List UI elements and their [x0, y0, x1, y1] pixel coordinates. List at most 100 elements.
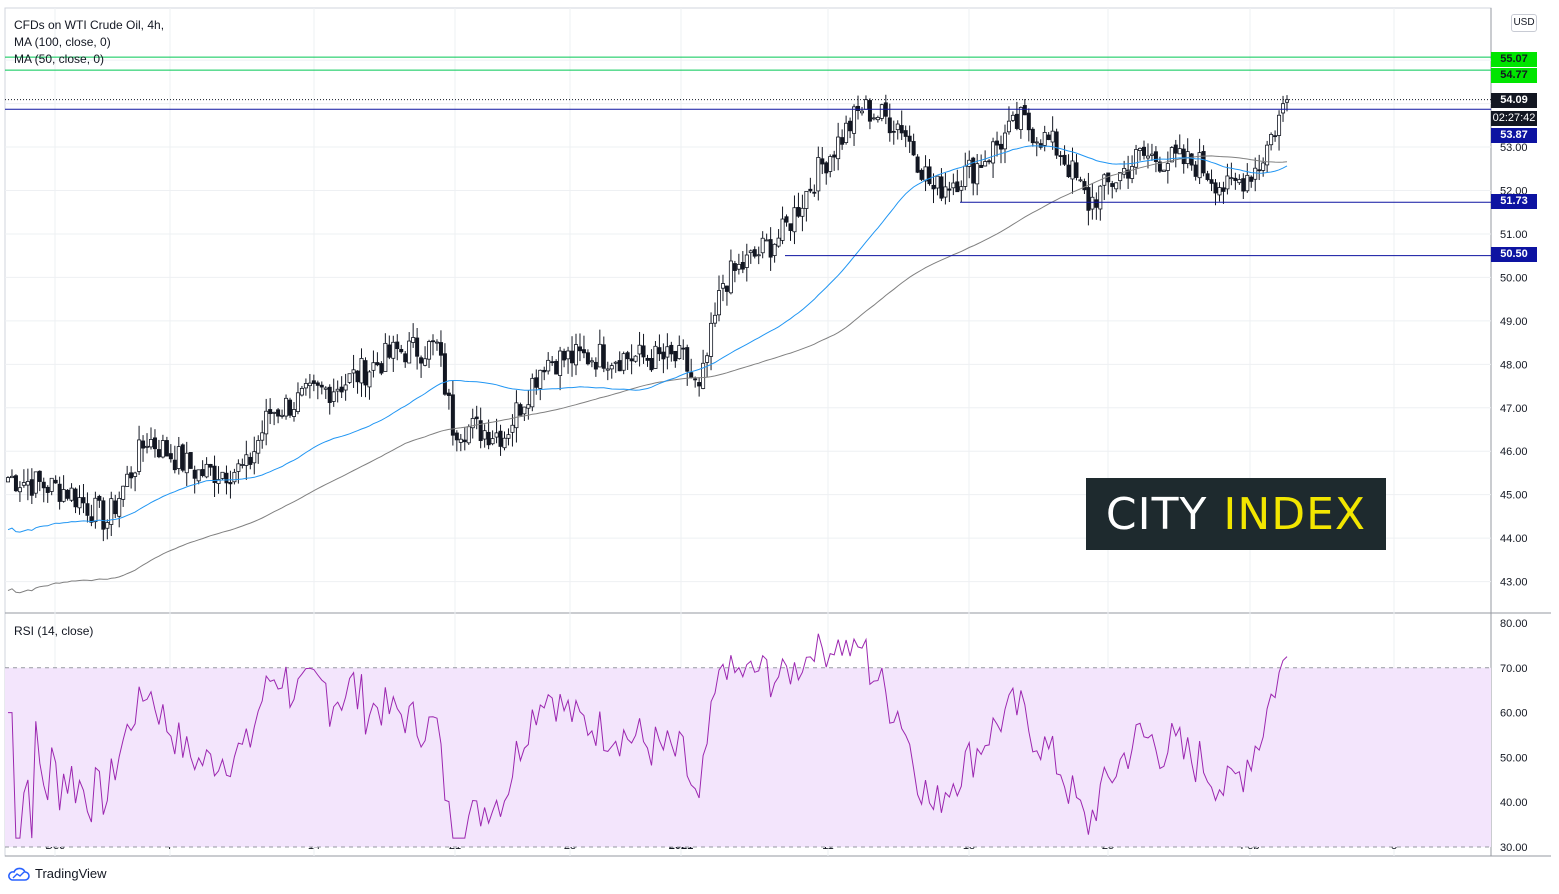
candle-body [752, 249, 757, 257]
candle-body [538, 369, 543, 389]
candle-body [871, 117, 876, 120]
candle-body [1189, 153, 1194, 166]
candle-body [391, 341, 396, 359]
candle-body [693, 378, 698, 381]
tradingview-watermark[interactable]: TradingView [8, 866, 107, 881]
candle-body [311, 380, 316, 384]
candle-body [514, 402, 519, 429]
candle-body [863, 99, 868, 110]
candle-body [25, 481, 30, 486]
candle-body [1118, 172, 1123, 182]
candle-body [1114, 182, 1119, 190]
candle-body [137, 439, 142, 472]
candle-body [1138, 147, 1143, 151]
candle-body [601, 344, 606, 369]
candle-body [315, 382, 320, 386]
candle-body [581, 349, 586, 354]
candle-body [121, 485, 126, 500]
price-tag-54-77: 54.77 [1491, 68, 1537, 83]
currency-button[interactable]: USD [1511, 14, 1537, 32]
candle-body [959, 186, 964, 191]
candle-body [129, 472, 134, 479]
candle-body [526, 404, 531, 409]
candle-body [434, 341, 439, 344]
candle-body [585, 352, 590, 365]
rsi-legend[interactable]: RSI (14, close) [14, 624, 94, 638]
candle-body [605, 368, 610, 371]
price-tick-label: 47.00 [1500, 403, 1528, 415]
candle-body [478, 420, 483, 442]
candle-body [728, 260, 733, 294]
candle-body [828, 156, 833, 172]
candle-body [264, 410, 269, 435]
candle-body [685, 347, 690, 372]
price-tag-55-07: 55.07 [1491, 52, 1537, 67]
candle-body [788, 223, 793, 231]
candle-body [975, 163, 980, 185]
candle-body [21, 482, 26, 486]
candle-body [399, 348, 404, 353]
candle-body [923, 166, 928, 182]
candle-body [1030, 128, 1035, 144]
candle-body [1233, 177, 1238, 181]
candle-body [196, 469, 201, 482]
candle-body [1086, 187, 1091, 211]
candle-body [113, 500, 118, 515]
candle-body [697, 382, 702, 387]
price-tag-53-87: 53.87 [1491, 128, 1537, 143]
candle-body [351, 369, 356, 374]
candle-body [156, 449, 161, 458]
symbol-title[interactable]: CFDs on WTI Crude Oil, 4h, [14, 18, 165, 32]
candle-body [832, 154, 837, 158]
candle-body [1209, 179, 1214, 184]
candle-body [164, 440, 169, 457]
candle-body [1094, 199, 1099, 208]
candle-body [792, 207, 797, 233]
candle-body [498, 430, 503, 447]
candle-body [490, 438, 495, 445]
candle-body [800, 207, 805, 217]
candle-body [653, 345, 658, 369]
price-tick-label: 49.00 [1500, 316, 1528, 328]
candle-body [681, 347, 686, 350]
candle-body [327, 386, 332, 403]
ma50-legend[interactable]: MA (50, close, 0) [14, 52, 105, 66]
candle-body [1058, 155, 1063, 157]
candle-body [192, 469, 197, 479]
candle-body [772, 243, 777, 256]
candle-body [887, 117, 892, 134]
candle-body [17, 487, 22, 493]
candle-body [633, 355, 638, 362]
candle-body [61, 489, 66, 502]
candle-body [554, 360, 559, 375]
candle-body [29, 479, 34, 496]
candle-body [510, 424, 515, 433]
candle-body [260, 432, 265, 441]
rsi-tick-label: 80.00 [1500, 618, 1528, 630]
candle-body [816, 157, 821, 192]
candle-body [57, 483, 62, 502]
candle-body [645, 357, 650, 361]
candle-body [947, 188, 952, 191]
ma100-legend[interactable]: MA (100, close, 0) [14, 35, 111, 49]
last-price-tag: 54.09 [1491, 93, 1537, 108]
candle-body [466, 426, 471, 444]
candle-body [458, 438, 463, 443]
candle-body [268, 409, 273, 415]
candle-body [1273, 135, 1278, 138]
candle-body [359, 358, 364, 384]
candle-body [276, 409, 281, 417]
candle-body [597, 343, 602, 368]
candle-body [1074, 162, 1079, 178]
candle-body [558, 350, 563, 376]
ma100-line [7, 155, 1288, 594]
tradingview-cloud-icon [8, 867, 30, 881]
candle-body [983, 161, 988, 167]
candle-body [1253, 167, 1258, 180]
candle-body [101, 500, 106, 530]
candle-body [168, 453, 173, 460]
candle-body [1102, 174, 1107, 186]
candle-body [1078, 179, 1083, 182]
candle-body [204, 463, 209, 478]
